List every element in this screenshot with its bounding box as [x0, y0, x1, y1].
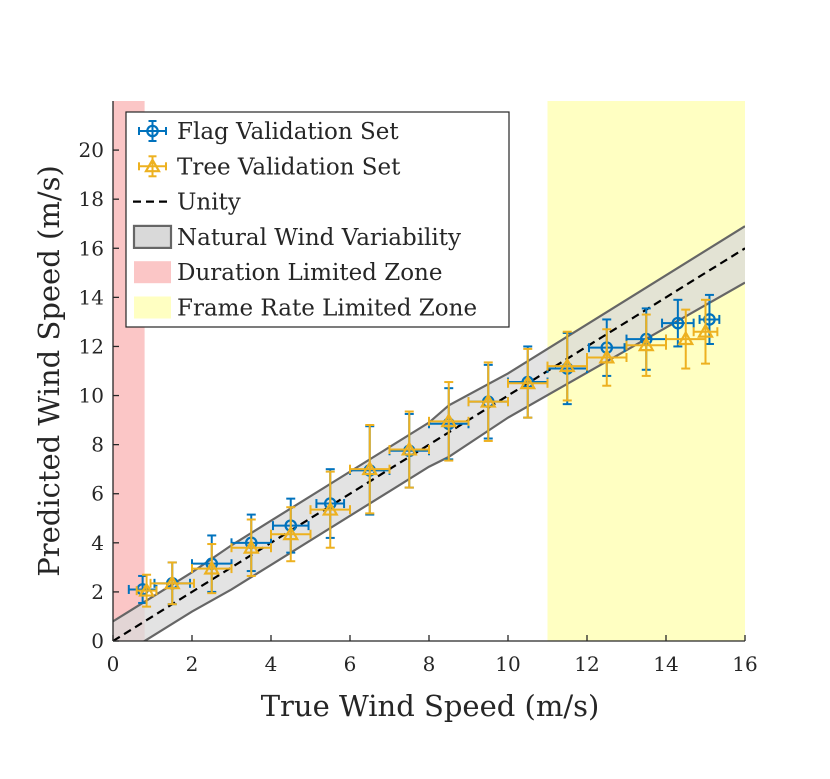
tree-point: [428, 381, 470, 462]
x-axis-title: True Wind Speed (m/s): [261, 689, 600, 723]
tree-series: [135, 298, 719, 608]
y-tick-label: 4: [91, 531, 104, 555]
x-tick-label: 16: [732, 652, 757, 676]
tree-point: [467, 361, 509, 442]
legend-zone-swatch: [134, 261, 171, 284]
tree-point: [507, 347, 549, 419]
tree-marker: [598, 348, 616, 364]
y-tick-label: 2: [91, 580, 104, 604]
y-tick-label: 18: [79, 187, 104, 211]
x-tick-label: 14: [653, 652, 678, 676]
tree-marker: [697, 323, 714, 338]
y-tick-label: 14: [79, 285, 104, 309]
legend-label: Natural Wind Variability: [177, 225, 461, 251]
legend-label: Flag Validation Set: [177, 119, 399, 145]
x-tick-label: 2: [186, 652, 199, 676]
legend-item-unity: Unity: [133, 190, 241, 216]
y-tick-label: 16: [79, 236, 104, 260]
series-layer: [127, 293, 721, 608]
x-tick-label: 6: [344, 652, 357, 676]
legend-band-swatch: [132, 224, 173, 249]
tree-marker: [138, 581, 155, 597]
legend-zone-swatch: [134, 296, 171, 319]
tree-marker: [677, 330, 695, 346]
legend-item-flag: Flag Validation Set: [138, 119, 399, 145]
legend-item-zone-red: Duration Limited Zone: [134, 260, 442, 286]
tree-marker: [361, 460, 379, 476]
y-axis-title: Predicted Wind Speed (m/s): [32, 165, 66, 577]
tree-point: [270, 506, 312, 563]
flag-marker: [671, 316, 685, 330]
legend-marker: [146, 124, 159, 138]
x-tick-label: 0: [107, 652, 120, 676]
y-tick-label: 10: [79, 384, 104, 408]
tree-marker: [203, 559, 221, 575]
legend-box: [125, 111, 510, 328]
tree-point: [135, 573, 158, 608]
y-tick-label: 0: [91, 629, 104, 653]
tree-marker: [637, 336, 655, 352]
unity-line: [113, 247, 745, 641]
tree-marker: [321, 500, 339, 516]
legend-item-tree: Tree Validation Set: [138, 154, 401, 180]
x-tick-label: 10: [495, 652, 520, 676]
legend-item-zone-yellow: Frame Rate Limited Zone: [134, 296, 477, 322]
tree-point: [349, 424, 391, 515]
tree-marker: [242, 539, 260, 554]
x-tick-label: 12: [574, 652, 599, 676]
tree-point: [546, 330, 588, 402]
y-tick-label: 8: [91, 433, 104, 457]
legend-label: Unity: [177, 190, 241, 216]
tree-marker: [479, 392, 497, 408]
unity-line-layer: [113, 247, 745, 641]
axes-layer: 0 2 4 6 8 10 12 14 16 0 2 4 6 8 10 12 14 16 18 20: [79, 101, 758, 676]
tree-marker: [519, 374, 537, 390]
tree-point: [388, 410, 430, 489]
tree-point: [191, 543, 233, 595]
legend-item-band: Natural Wind Variability: [132, 224, 461, 251]
tree-point: [309, 470, 351, 549]
y-tick-label: 12: [79, 334, 104, 358]
flag-marker: [703, 313, 716, 326]
tree-marker: [163, 574, 181, 590]
legend: Flag Validation Set Tree Validation Set Un…: [125, 111, 510, 328]
legend-marker: [144, 157, 161, 173]
tree-point: [692, 298, 719, 365]
y-tick-label: 6: [91, 482, 104, 506]
legend-label: Duration Limited Zone: [177, 260, 442, 286]
legend-label: Tree Validation Set: [177, 154, 401, 180]
tree-point: [230, 518, 272, 577]
tree-point: [586, 328, 628, 387]
x-tick-label: 8: [423, 652, 436, 676]
x-tick-label: 4: [265, 652, 278, 676]
tree-marker: [558, 357, 576, 373]
tree-marker: [440, 412, 458, 428]
y-tick-label: 20: [79, 138, 104, 162]
tree-marker: [282, 525, 300, 541]
tree-marker: [400, 440, 418, 456]
tree-point: [149, 561, 195, 606]
legend-label: Frame Rate Limited Zone: [177, 296, 477, 322]
